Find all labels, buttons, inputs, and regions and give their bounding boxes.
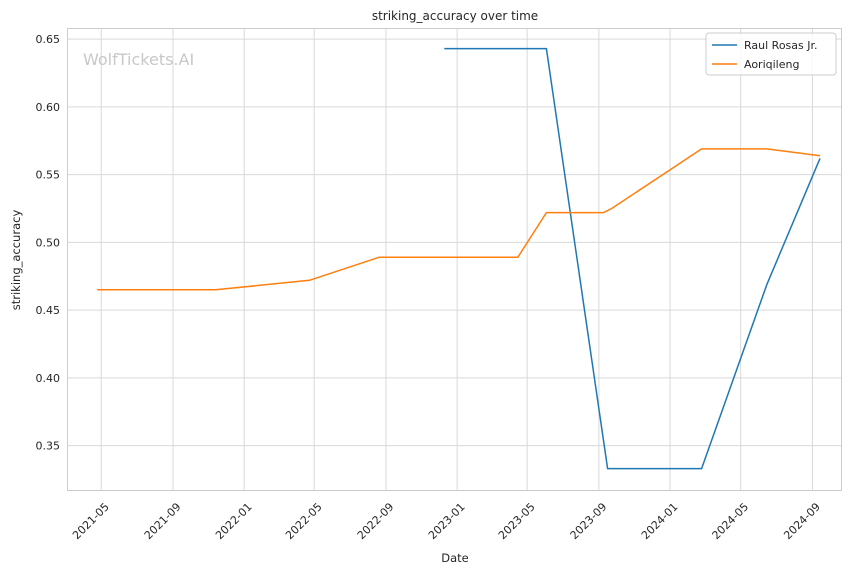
y-tick-label: 0.45: [36, 304, 61, 317]
legend-label-0: Raul Rosas Jr.: [744, 39, 818, 52]
legend-box: [705, 32, 837, 76]
series-line-1: [97, 148, 821, 291]
grid-layer: [68, 29, 841, 490]
series-line-0: [444, 47, 821, 470]
y-tick-label: 0.65: [36, 33, 61, 46]
y-tick-label: 0.55: [36, 169, 61, 182]
chart-title: striking_accuracy over time: [372, 9, 538, 23]
y-tick-label: 0.35: [36, 440, 61, 453]
y-axis-label: striking_accuracy: [9, 210, 23, 311]
watermark: WolfTickets.AI: [83, 50, 194, 69]
legend: Raul Rosas Jr. Aoriqileng: [705, 32, 837, 76]
legend-label-1: Aoriqileng: [744, 58, 799, 71]
x-axis-label: Date: [441, 551, 469, 565]
y-tick-label: 0.50: [36, 236, 61, 249]
plot-frame: [67, 28, 842, 491]
series-layer: [97, 47, 821, 470]
y-tick-label: 0.60: [36, 101, 61, 114]
y-tick-label: 0.40: [36, 372, 61, 385]
